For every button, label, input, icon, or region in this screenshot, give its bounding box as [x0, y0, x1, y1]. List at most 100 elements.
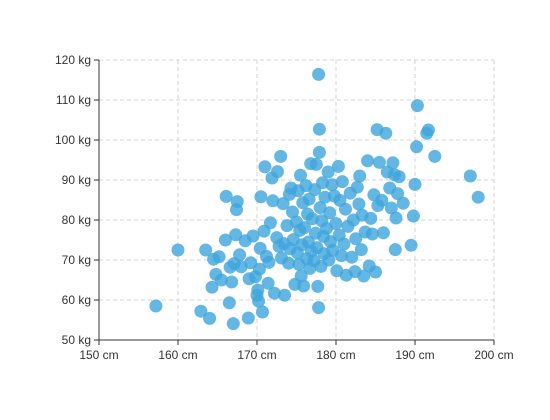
data-point — [274, 149, 288, 163]
data-point — [225, 275, 239, 289]
data-point — [311, 279, 325, 293]
data-point — [321, 165, 335, 179]
data-point — [391, 187, 405, 201]
data-point — [271, 165, 284, 179]
data-point — [214, 273, 228, 287]
data-point — [372, 155, 386, 169]
y-tick-label: 80 kg — [62, 213, 91, 227]
x-tick-label: 190 cm — [395, 348, 434, 362]
data-point — [199, 243, 213, 257]
data-point — [262, 255, 276, 269]
data-point — [171, 243, 185, 257]
data-point — [353, 169, 367, 183]
data-point — [410, 99, 424, 113]
data-point — [297, 279, 311, 293]
data-point — [312, 67, 326, 81]
data-point — [302, 192, 316, 206]
data-point — [203, 311, 217, 325]
grid-lines — [99, 59, 495, 340]
data-point — [312, 122, 326, 136]
data-point — [339, 202, 352, 216]
data-point — [408, 177, 422, 191]
data-point — [361, 154, 375, 168]
data-point — [251, 283, 265, 297]
data-point — [323, 206, 337, 220]
y-tick-label: 70 kg — [62, 253, 91, 267]
data-point — [349, 232, 363, 246]
data-point — [389, 211, 403, 225]
data-point — [282, 256, 296, 270]
data-point — [230, 195, 244, 209]
data-point — [421, 123, 435, 137]
data-point — [471, 190, 485, 204]
data-point — [312, 145, 326, 159]
x-tick-label: 170 cm — [237, 348, 276, 362]
data-point — [369, 265, 382, 279]
data-point — [335, 175, 349, 189]
data-point — [222, 296, 236, 310]
data-point — [194, 304, 208, 318]
data-point — [396, 196, 410, 210]
data-point — [297, 221, 311, 235]
data-point — [386, 156, 400, 170]
y-tick-label: 50 kg — [62, 333, 91, 347]
data-point — [149, 299, 163, 313]
data-point — [261, 276, 275, 290]
data-point — [266, 194, 280, 208]
data-point — [376, 226, 390, 240]
data-point — [229, 228, 243, 242]
data-point — [365, 227, 379, 241]
x-tick-label: 200 cm — [474, 348, 513, 362]
data-point — [246, 229, 260, 243]
data-point — [254, 190, 268, 204]
data-point — [406, 209, 420, 223]
x-tick-label: 160 cm — [158, 348, 197, 362]
data-point — [345, 250, 359, 264]
data-point — [241, 311, 255, 325]
data-point — [410, 140, 424, 154]
data-point — [379, 126, 393, 140]
data-point — [463, 169, 477, 183]
data-point — [329, 217, 343, 231]
data-point — [219, 189, 233, 203]
y-tick-label: 120 kg — [55, 53, 91, 67]
data-point — [267, 286, 281, 300]
data-point — [258, 160, 272, 174]
data-point — [331, 159, 345, 173]
data-point — [226, 317, 240, 331]
y-tick-label: 110 kg — [56, 93, 91, 107]
data-point — [252, 262, 266, 276]
data-point — [312, 301, 326, 315]
data-point — [294, 269, 308, 283]
x-tick-label: 180 cm — [316, 348, 355, 362]
data-point — [392, 170, 406, 184]
axes: 150 cm 160 cm 170 cm 180 cm 190 cm 200 cm 50 k… — [55, 53, 514, 362]
data-point — [256, 305, 269, 319]
data-point — [375, 193, 389, 207]
data-point — [350, 180, 364, 194]
data-points — [149, 67, 485, 331]
data-point — [337, 237, 351, 251]
data-point — [294, 168, 307, 182]
data-point — [252, 294, 266, 308]
data-point — [388, 243, 402, 257]
data-point — [335, 249, 348, 263]
data-point — [212, 250, 226, 264]
y-tick-label: 90 kg — [62, 173, 91, 187]
data-point — [276, 197, 290, 211]
data-point — [428, 149, 442, 163]
y-tick-label: 60 kg — [62, 293, 91, 307]
data-point — [357, 269, 371, 283]
data-point — [218, 233, 232, 247]
data-point — [286, 205, 299, 219]
data-point — [278, 288, 292, 302]
data-point — [318, 190, 332, 204]
x-tick-label: 150 cm — [79, 348, 118, 362]
data-point — [384, 201, 398, 215]
data-point — [205, 280, 219, 294]
data-point — [364, 211, 378, 225]
data-point — [354, 243, 368, 257]
data-point — [404, 238, 418, 252]
y-tick-label: 100 kg — [55, 133, 91, 147]
